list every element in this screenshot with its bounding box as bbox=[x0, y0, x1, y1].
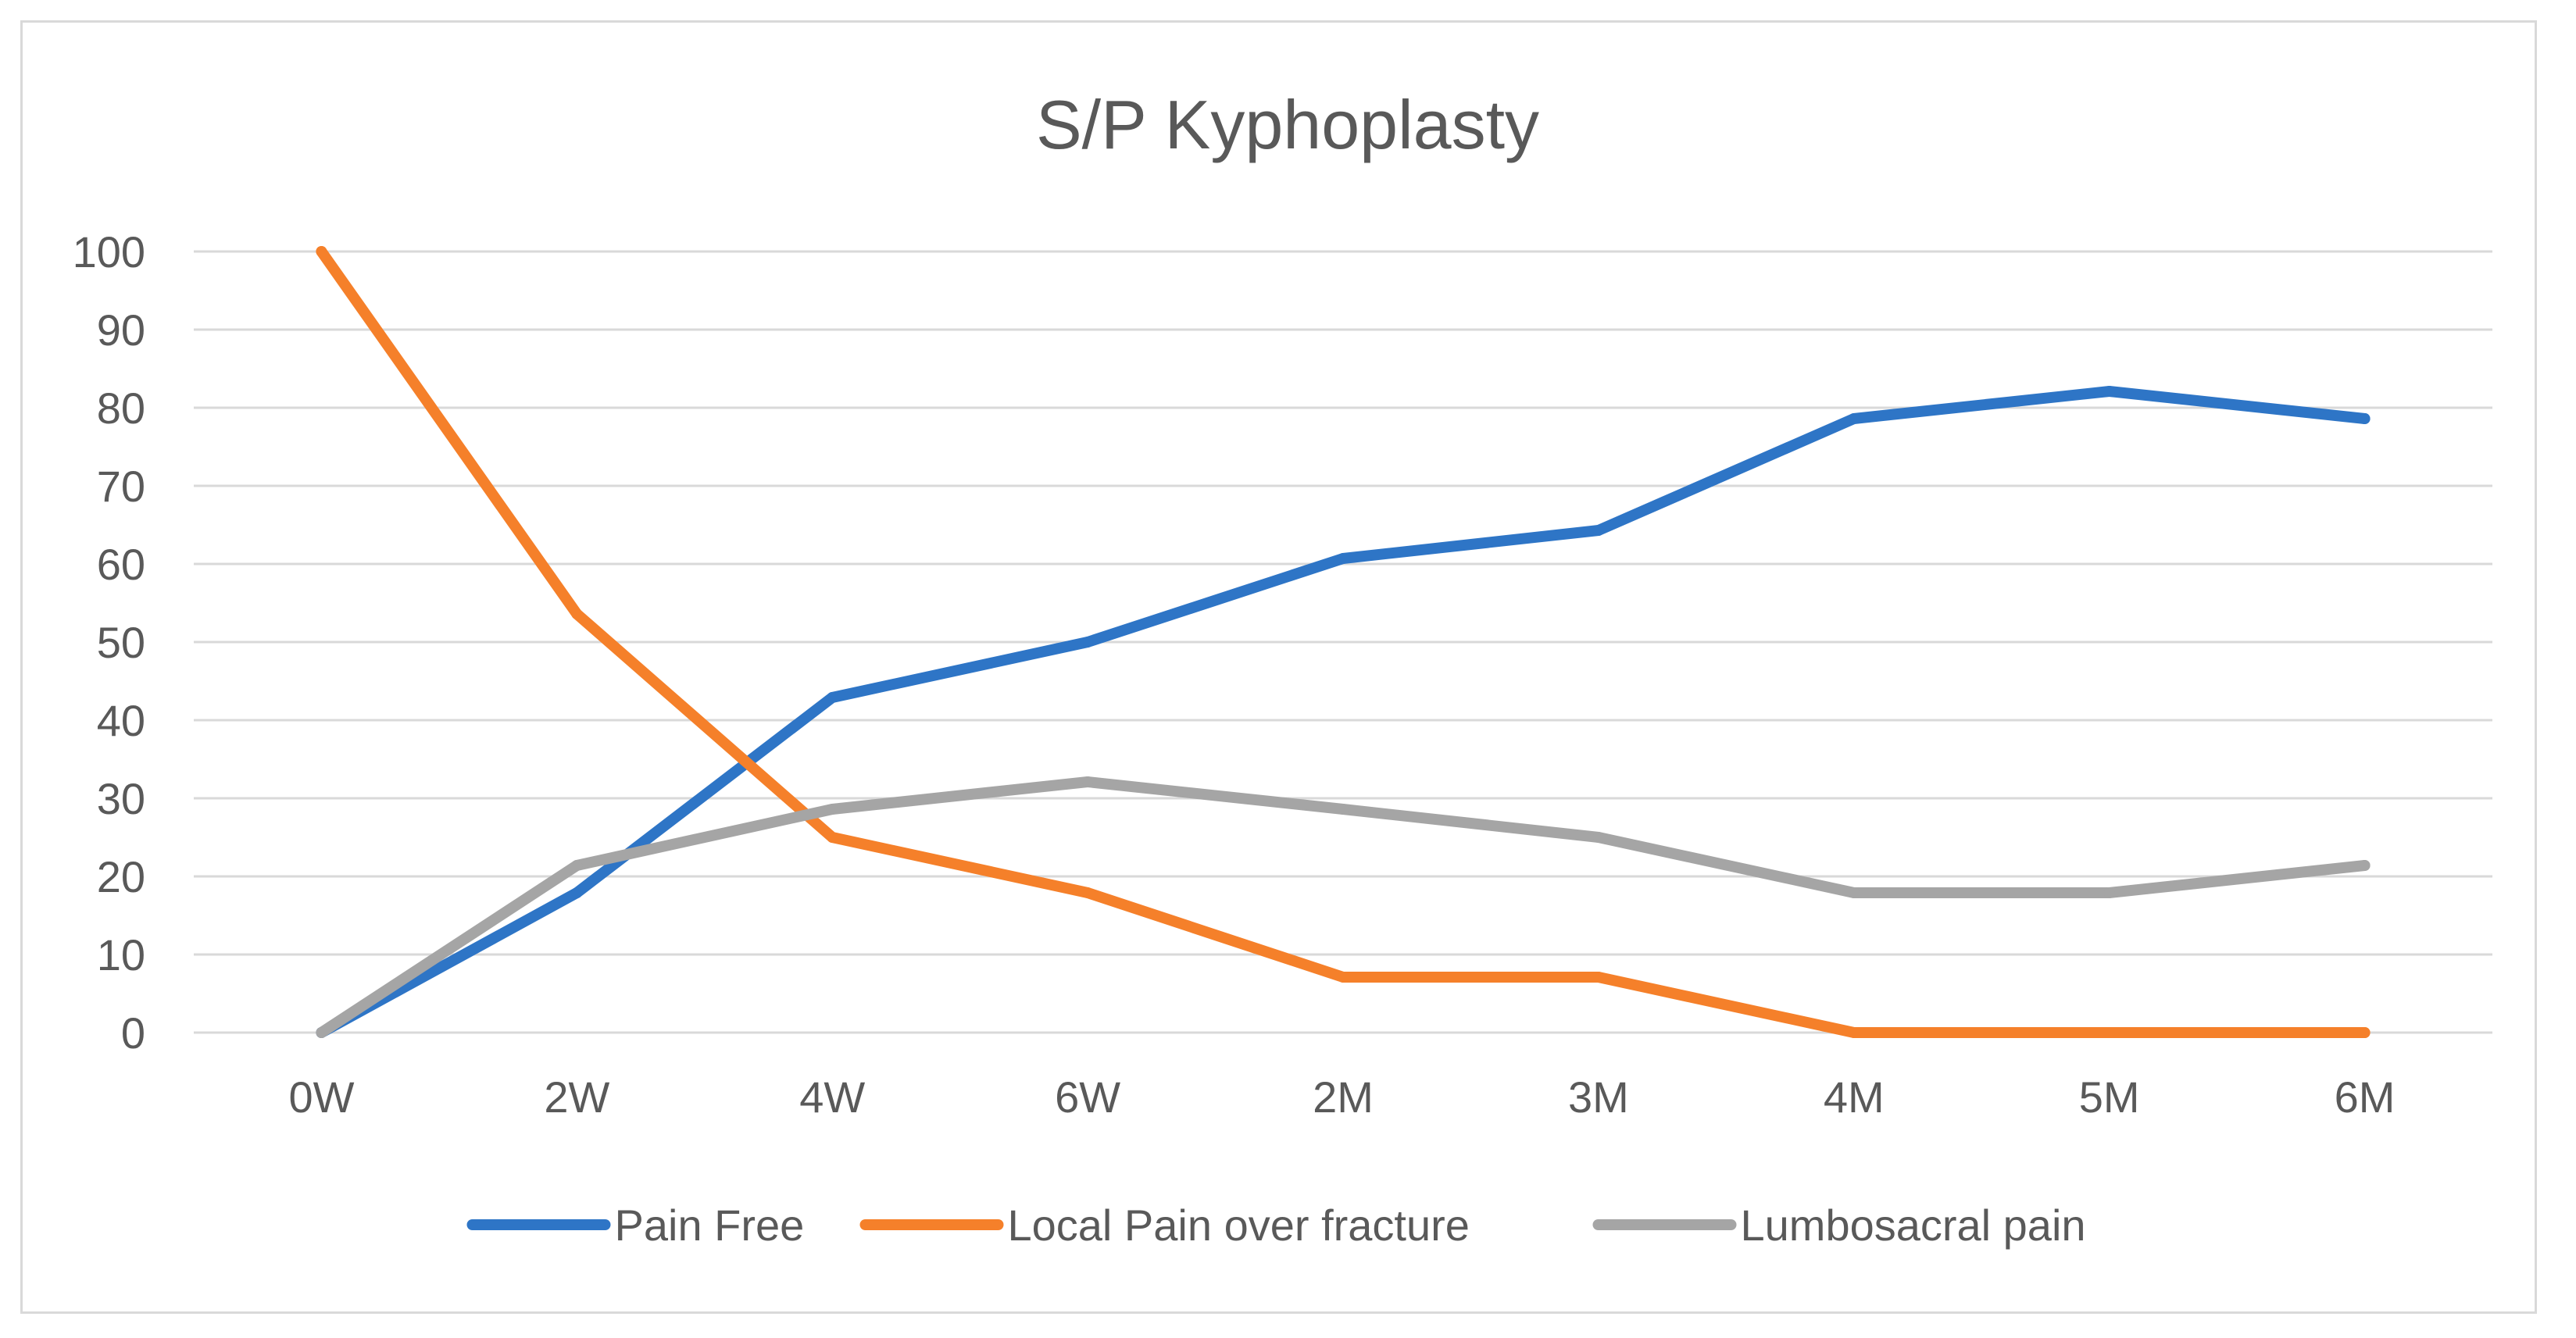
series-lumbosacral-pain bbox=[316, 776, 2371, 1038]
y-tick-label: 100 bbox=[73, 227, 145, 277]
data-point bbox=[2359, 860, 2371, 871]
data-point bbox=[1082, 776, 1094, 787]
series-line bbox=[316, 776, 2371, 1038]
data-point bbox=[1082, 887, 1094, 898]
x-tick-label: 5M bbox=[2079, 1072, 2140, 1122]
y-tick-label: 0 bbox=[121, 1008, 145, 1058]
legend-label: Pain Free bbox=[615, 1201, 805, 1250]
y-axis-tick-labels: 0 10 20 30 40 50 60 70 80 90 100 bbox=[73, 227, 145, 1058]
y-tick-label: 70 bbox=[97, 462, 145, 511]
y-tick-label: 30 bbox=[97, 774, 145, 823]
data-point bbox=[827, 692, 838, 703]
data-point bbox=[827, 804, 838, 815]
legend-label: Local Pain over fracture bbox=[1008, 1201, 1470, 1250]
data-point bbox=[827, 832, 838, 843]
data-point bbox=[1592, 525, 1604, 536]
x-tick-label: 2M bbox=[1313, 1072, 1374, 1122]
x-axis-tick-labels: 0W 2W 4W 6W 2M 3M 4M 5M 6M bbox=[288, 1072, 2395, 1122]
legend-item: Local Pain over fracture bbox=[859, 1201, 1470, 1250]
data-point bbox=[316, 1027, 327, 1038]
legend-item: Pain Free bbox=[466, 1201, 805, 1250]
data-point bbox=[1848, 413, 1860, 424]
data-point bbox=[1338, 553, 1349, 564]
legend-label: Lumbosacral pain bbox=[1741, 1201, 2086, 1250]
legend: Pain Free Local Pain over fracture Lumbosa… bbox=[466, 1201, 2086, 1250]
data-point bbox=[2359, 413, 2371, 424]
y-tick-label: 60 bbox=[97, 540, 145, 589]
data-point bbox=[2103, 386, 2115, 397]
series-lines bbox=[316, 246, 2371, 1038]
data-point bbox=[316, 246, 327, 257]
x-tick-label: 0W bbox=[288, 1072, 354, 1122]
data-point bbox=[2103, 1027, 2115, 1038]
data-point bbox=[2103, 887, 2115, 898]
y-tick-label: 20 bbox=[97, 852, 145, 901]
y-tick-label: 90 bbox=[97, 305, 145, 355]
x-tick-label: 6W bbox=[1055, 1072, 1120, 1122]
x-tick-label: 2W bbox=[544, 1072, 609, 1122]
data-point bbox=[1082, 637, 1094, 648]
data-point bbox=[571, 887, 583, 898]
x-tick-label: 4M bbox=[1824, 1072, 1885, 1122]
chart-frame bbox=[20, 20, 2537, 1314]
data-point bbox=[2359, 1027, 2371, 1038]
data-point bbox=[1338, 804, 1349, 815]
data-point bbox=[571, 608, 583, 619]
data-point bbox=[1592, 832, 1604, 843]
chart-title: S/P Kyphoplasty bbox=[1036, 86, 1539, 163]
data-point bbox=[571, 860, 583, 871]
x-tick-label: 6M bbox=[2335, 1072, 2396, 1122]
series-pain-free bbox=[316, 386, 2371, 1038]
series-line bbox=[316, 386, 2371, 1038]
data-point bbox=[1338, 972, 1349, 983]
x-tick-label: 3M bbox=[1568, 1072, 1629, 1122]
y-tick-label: 80 bbox=[97, 384, 145, 433]
data-point bbox=[1592, 972, 1604, 983]
data-point bbox=[1848, 887, 1860, 898]
y-tick-label: 40 bbox=[97, 696, 145, 745]
y-tick-label: 10 bbox=[97, 930, 145, 979]
data-point bbox=[1848, 1027, 1860, 1038]
series-local-pain-over-fracture bbox=[316, 246, 2371, 1038]
y-tick-label: 50 bbox=[97, 618, 145, 667]
x-tick-label: 4W bbox=[799, 1072, 865, 1122]
legend-item: Lumbosacral pain bbox=[1592, 1201, 2086, 1250]
